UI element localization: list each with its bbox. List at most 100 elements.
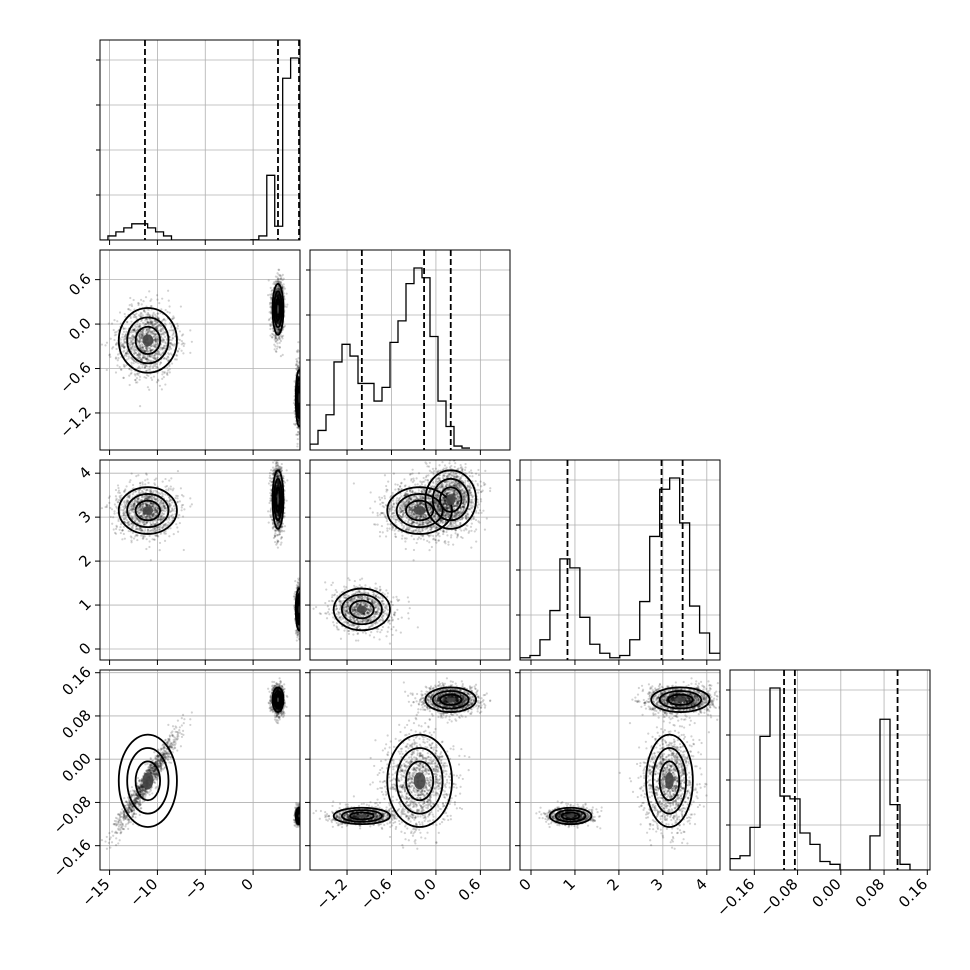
sample-point [126, 320, 129, 323]
sample-point [155, 344, 158, 347]
sample-point [154, 354, 157, 357]
sample-point [142, 356, 145, 359]
sample-point [132, 337, 135, 341]
histogram-panel-0 [96, 39, 301, 245]
sample-point [154, 333, 157, 336]
sample-point [128, 523, 131, 526]
sample-point [296, 351, 299, 354]
sample-point [113, 503, 116, 506]
sample-point [276, 295, 279, 298]
sample-point [190, 340, 193, 343]
sample-point [301, 388, 303, 390]
sample-point [144, 350, 147, 354]
sample-point [122, 327, 125, 330]
sample-point [274, 336, 277, 339]
sample-point [172, 509, 175, 512]
sample-point [172, 329, 175, 332]
sample-point [133, 328, 136, 331]
sample-point [151, 348, 154, 352]
sample-point [153, 339, 156, 342]
sample-point [146, 321, 150, 324]
sample-point [132, 537, 136, 540]
sample-point [123, 506, 126, 509]
sample-point [146, 515, 149, 519]
sample-point [135, 500, 138, 503]
sample-point [269, 310, 273, 313]
histogram-panel-1 [306, 249, 511, 455]
sample-point [155, 327, 158, 330]
sample-point [138, 340, 141, 343]
sample-point [147, 481, 150, 484]
sample-point [277, 293, 280, 296]
sample-point [140, 333, 144, 337]
sample-point [123, 512, 126, 515]
sample-point [138, 341, 141, 344]
sample-point [144, 296, 148, 299]
sample-point [123, 501, 126, 504]
sample-point [277, 293, 280, 296]
sample-point [155, 342, 158, 345]
sample-point [276, 321, 279, 324]
sample-point [277, 273, 280, 276]
sample-point [165, 338, 168, 341]
sample-point [132, 362, 135, 365]
sample-point [131, 358, 134, 361]
sample-point [155, 320, 158, 324]
sample-point [148, 330, 151, 333]
sample-point [112, 528, 115, 531]
sample-point [276, 338, 279, 341]
sample-point [149, 322, 152, 325]
sample-point [131, 334, 134, 337]
sample-point [133, 330, 136, 333]
sample-point [130, 331, 133, 334]
sample-point [168, 498, 172, 501]
sample-point [276, 313, 280, 316]
sample-point [147, 313, 150, 316]
sample-point [149, 321, 152, 324]
sample-point [148, 323, 151, 326]
sample-point [161, 319, 165, 322]
sample-point [277, 295, 280, 299]
sample-point [148, 540, 151, 543]
sample-point [300, 386, 302, 388]
sample-point [149, 517, 152, 520]
sample-point [162, 338, 165, 341]
sample-point [145, 360, 149, 363]
sample-point [151, 521, 155, 525]
sample-point [276, 330, 279, 333]
sample-point [159, 328, 163, 331]
sample-point [156, 312, 159, 315]
sample-point [159, 333, 163, 336]
sample-point [175, 523, 178, 526]
sample-point [295, 350, 299, 353]
sample-point [302, 371, 304, 373]
sample-point [162, 524, 166, 527]
sample-point [167, 489, 170, 492]
sample-point [138, 365, 141, 368]
sample-point [145, 538, 148, 541]
sample-point [137, 354, 140, 357]
sample-point [149, 501, 152, 505]
sample-point [137, 366, 140, 369]
sample-point [138, 324, 141, 327]
sample-point [276, 277, 280, 281]
sample-point [276, 294, 279, 297]
sample-point [145, 328, 148, 331]
sample-point [150, 330, 154, 333]
sample-point [301, 391, 303, 393]
sample-point [171, 336, 174, 340]
sample-point [294, 423, 298, 426]
sample-point [145, 346, 148, 349]
density-contour [271, 283, 285, 336]
sample-point [300, 407, 302, 409]
sample-point [269, 316, 273, 319]
sample-point [296, 431, 300, 434]
sample-point [304, 398, 306, 400]
sample-point [152, 512, 155, 516]
sample-point [122, 510, 125, 513]
sample-point [155, 326, 158, 329]
sample-point [300, 413, 302, 415]
sample-point [115, 505, 118, 508]
sample-point [270, 336, 274, 339]
